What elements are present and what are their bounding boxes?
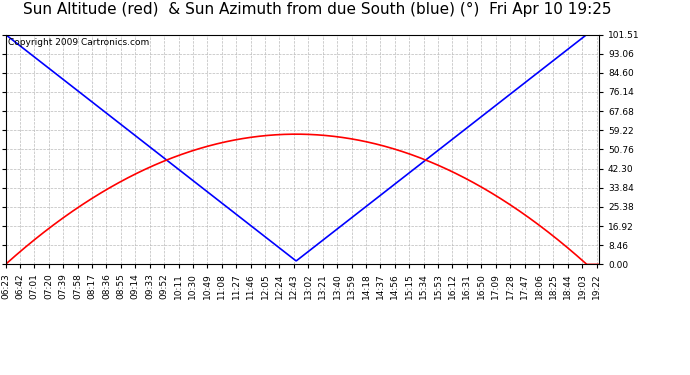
Text: Sun Altitude (red)  & Sun Azimuth from due South (blue) (°)  Fri Apr 10 19:25: Sun Altitude (red) & Sun Azimuth from du…: [23, 2, 611, 17]
Text: Copyright 2009 Cartronics.com: Copyright 2009 Cartronics.com: [8, 38, 150, 47]
